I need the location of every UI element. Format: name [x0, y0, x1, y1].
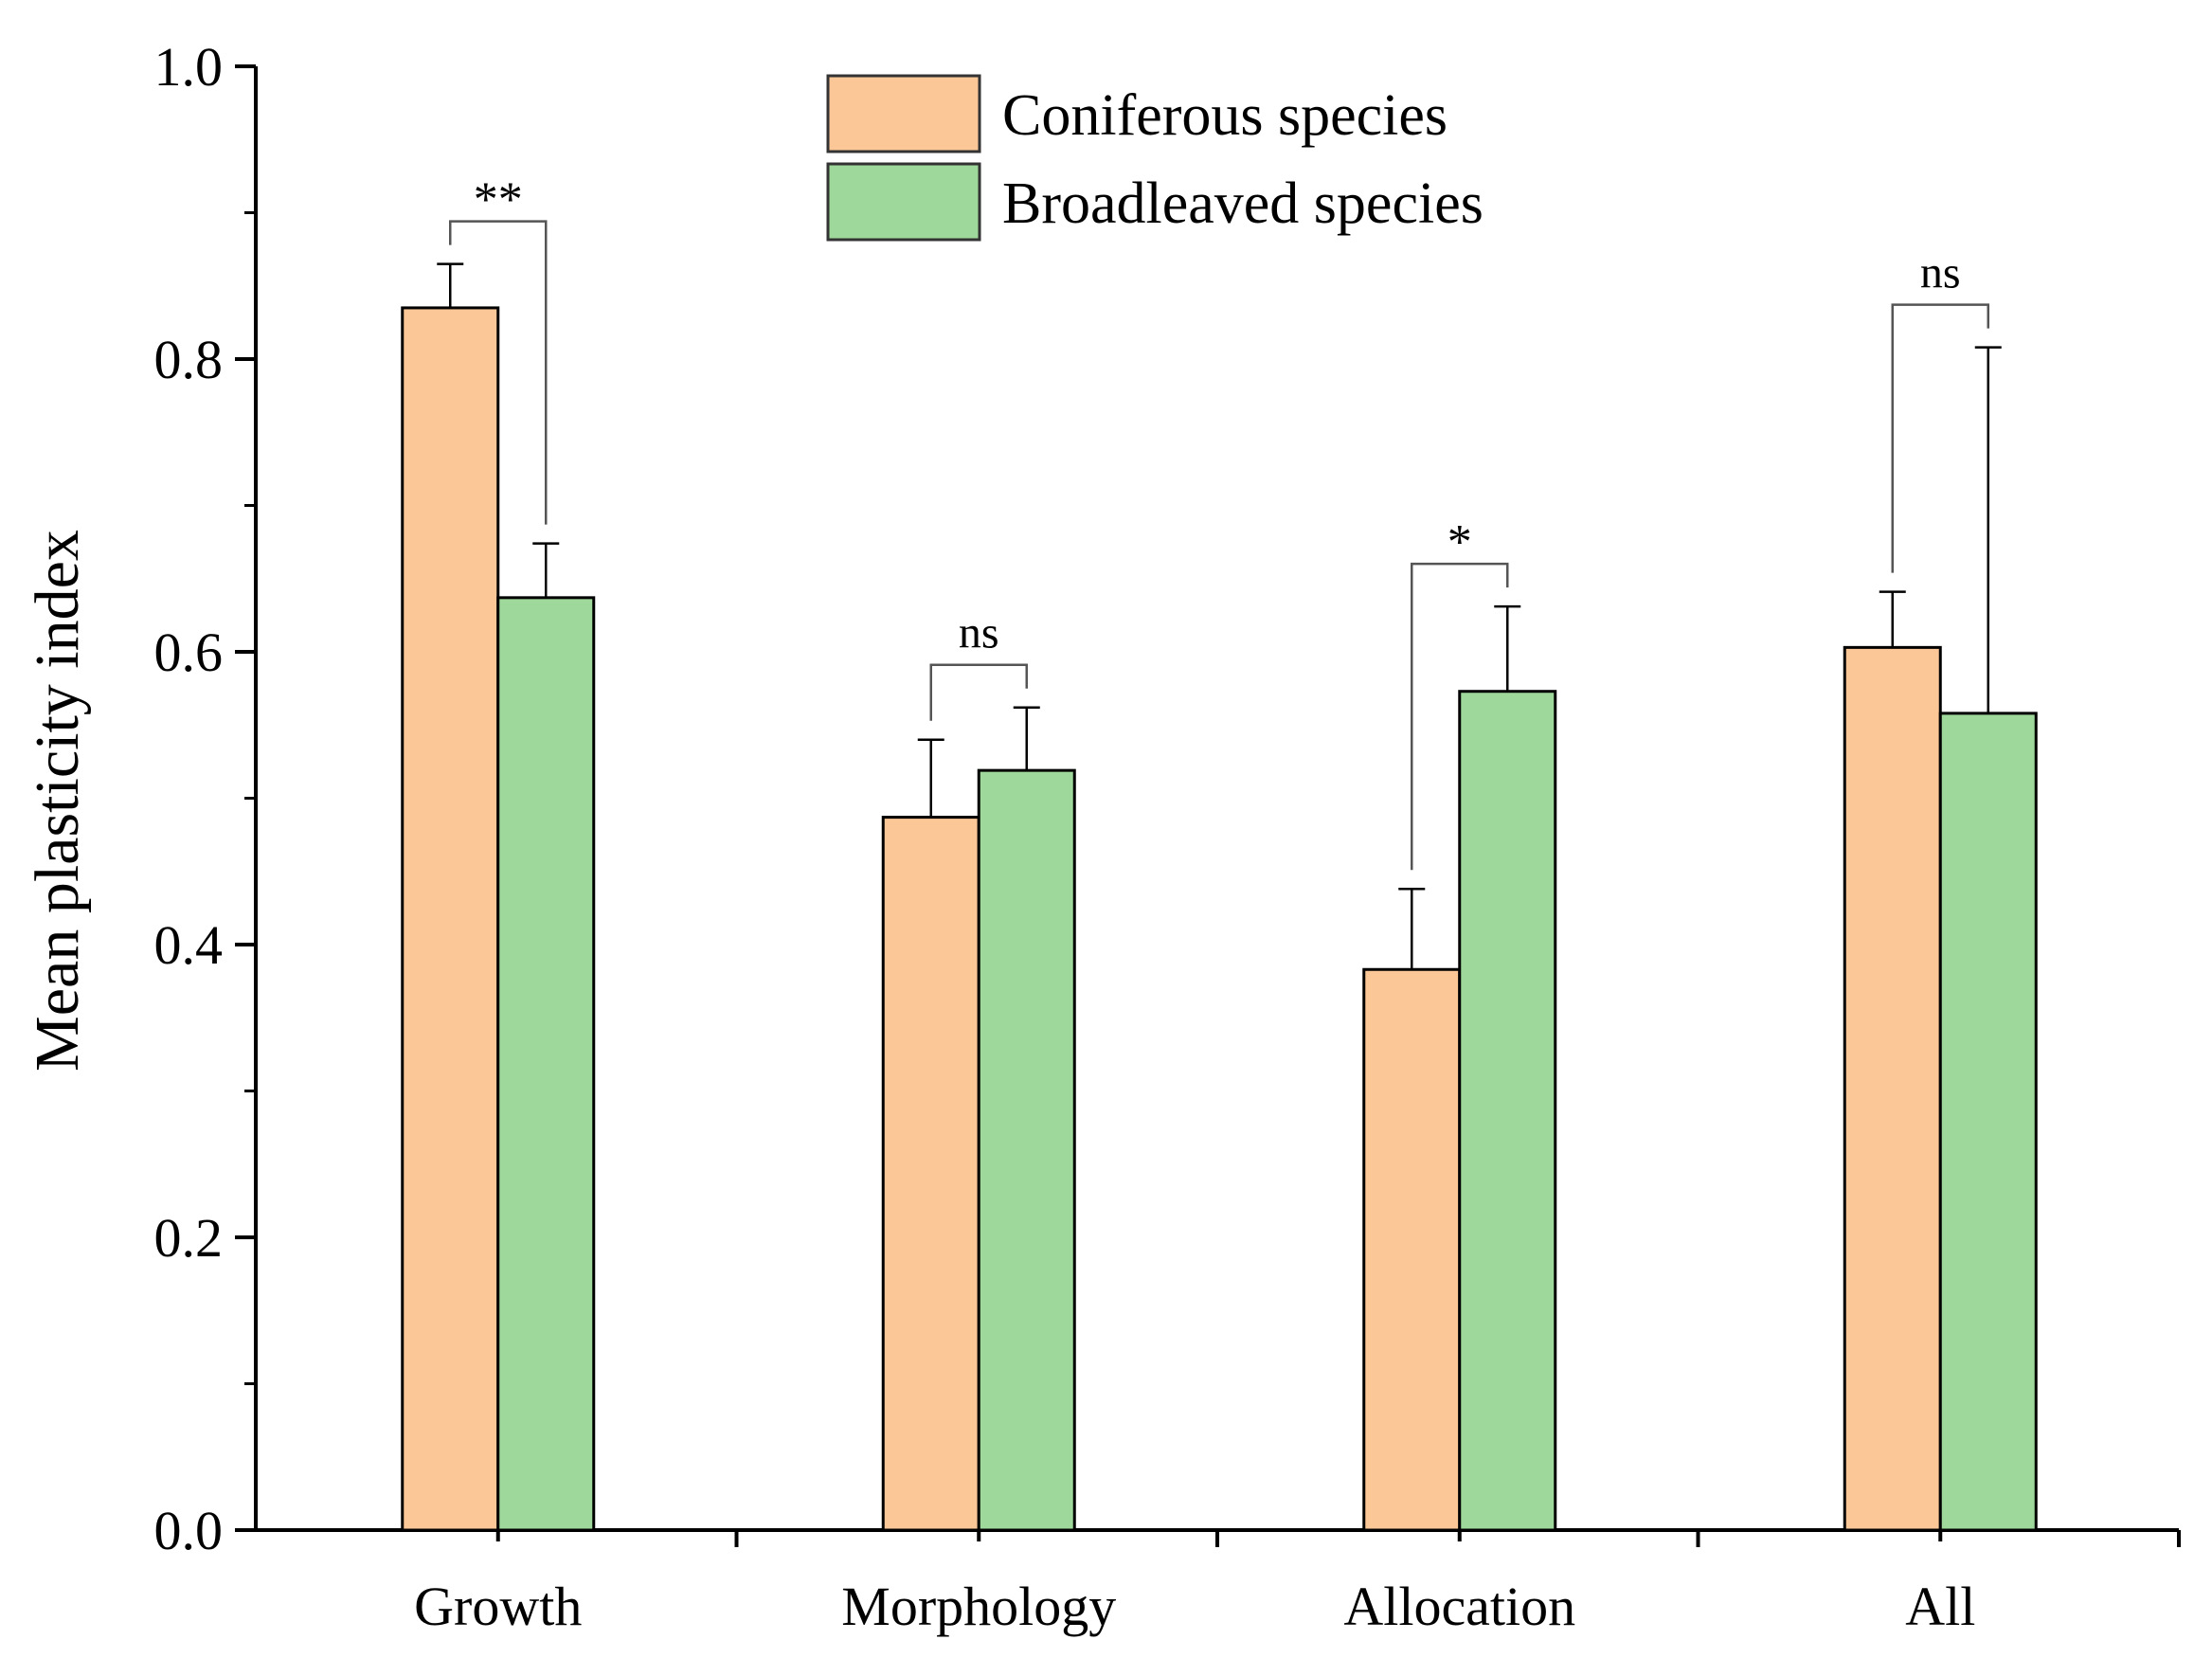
- significance-bracket: [1411, 562, 1509, 871]
- significance-bracket: [1891, 303, 1989, 573]
- significance-label: **: [474, 173, 523, 227]
- legend-label: Coniferous species: [1002, 83, 1448, 148]
- broadleaved-bar-growth: [496, 596, 596, 1532]
- error-bars: [437, 262, 2002, 970]
- significance-label: ns: [959, 608, 999, 658]
- significance-bracket: [929, 663, 1028, 721]
- coniferous-bar-all: [1843, 645, 1942, 1532]
- x-axis: Growth Morphology Allocation All: [254, 1528, 2181, 1637]
- y-tick-label: 1.0: [154, 36, 224, 98]
- x-category-label: All: [1905, 1576, 1975, 1637]
- broadleaved-bar-morphology: [977, 768, 1076, 1532]
- legend: Coniferous species Broadleaved species: [826, 74, 1484, 242]
- coniferous-bar-growth: [401, 306, 500, 1532]
- broadleaved-legend-swatch: [826, 162, 981, 242]
- y-tick-label: 0.2: [154, 1207, 224, 1269]
- broadleaved-bar-allocation: [1458, 690, 1557, 1532]
- x-category-label: Allocation: [1343, 1576, 1575, 1637]
- significance-label: *: [1448, 515, 1472, 569]
- y-tick-label: 0.0: [154, 1500, 224, 1561]
- y-tick-label: 0.6: [154, 622, 224, 683]
- significance-bracket: [449, 220, 548, 525]
- y-tick-label: 0.4: [154, 914, 224, 976]
- x-category-label: Growth: [414, 1576, 582, 1637]
- coniferous-bar-morphology: [881, 816, 980, 1532]
- legend-label: Broadleaved species: [1002, 171, 1484, 236]
- coniferous-legend-swatch: [826, 74, 981, 153]
- y-axis: 0.0 0.2 0.4 0.6 0.8 1.0: [154, 36, 258, 1561]
- bars: [401, 306, 2038, 1532]
- significance-label: ns: [1920, 248, 1961, 298]
- coniferous-bar-allocation: [1362, 967, 1462, 1532]
- x-category-label: Morphology: [841, 1576, 1116, 1637]
- broadleaved-bar-all: [1938, 712, 2038, 1532]
- y-axis-title: Mean plasticity index: [23, 530, 92, 1072]
- significance-annotations: ** ns * ns: [449, 173, 1989, 871]
- y-tick-label: 0.8: [154, 329, 224, 390]
